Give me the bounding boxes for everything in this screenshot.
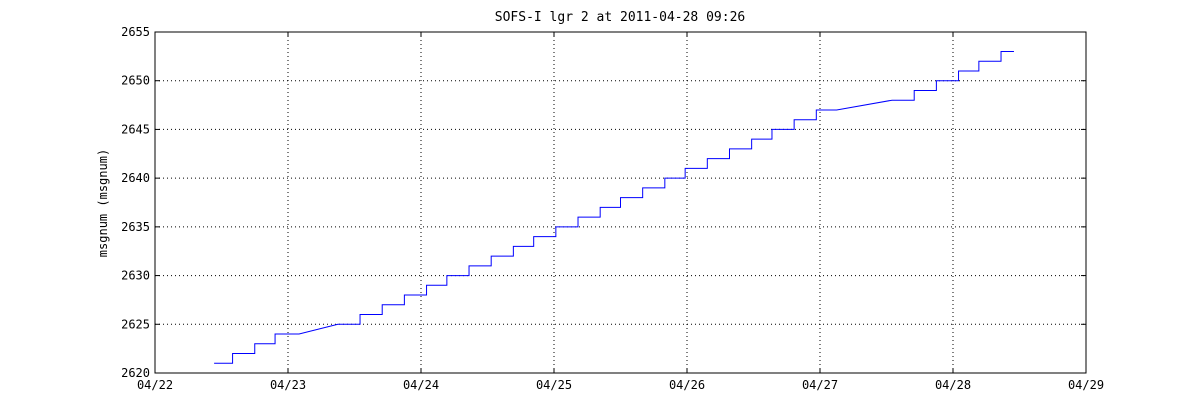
series-line [214, 50, 1014, 364]
axis-tick-labels: 04/22 04/23 04/24 04/25 04/26 04/27 04/28 04/29… [121, 25, 1104, 392]
x-tick-label: 04/22 [137, 378, 173, 392]
axis-ticks [154, 31, 1087, 374]
y-tick-label: 2635 [121, 220, 150, 234]
x-tick-label: 04/26 [669, 378, 705, 392]
y-tick-label: 2650 [121, 74, 150, 88]
chart-title: SOFS-I lgr 2 at 2011-04-28 09:26 [495, 10, 745, 25]
data-series [214, 50, 1014, 364]
grid-lines [155, 32, 1086, 373]
x-tick-label: 04/29 [1068, 378, 1104, 392]
y-tick-label: 2620 [121, 366, 150, 380]
y-axis-label: msgnum (msgnum) [96, 149, 110, 257]
x-tick-label: 04/25 [536, 378, 572, 392]
y-tick-label: 2655 [121, 25, 150, 39]
plot-area-frame [154, 31, 1087, 374]
y-tick-label: 2625 [121, 317, 150, 331]
y-tick-label: 2645 [121, 122, 150, 136]
y-tick-label: 2640 [121, 171, 150, 185]
x-tick-label: 04/23 [270, 378, 306, 392]
y-tick-label: 2630 [121, 269, 150, 283]
x-tick-label: 04/28 [935, 378, 971, 392]
x-tick-label: 04/27 [802, 378, 838, 392]
x-tick-label: 04/24 [403, 378, 439, 392]
